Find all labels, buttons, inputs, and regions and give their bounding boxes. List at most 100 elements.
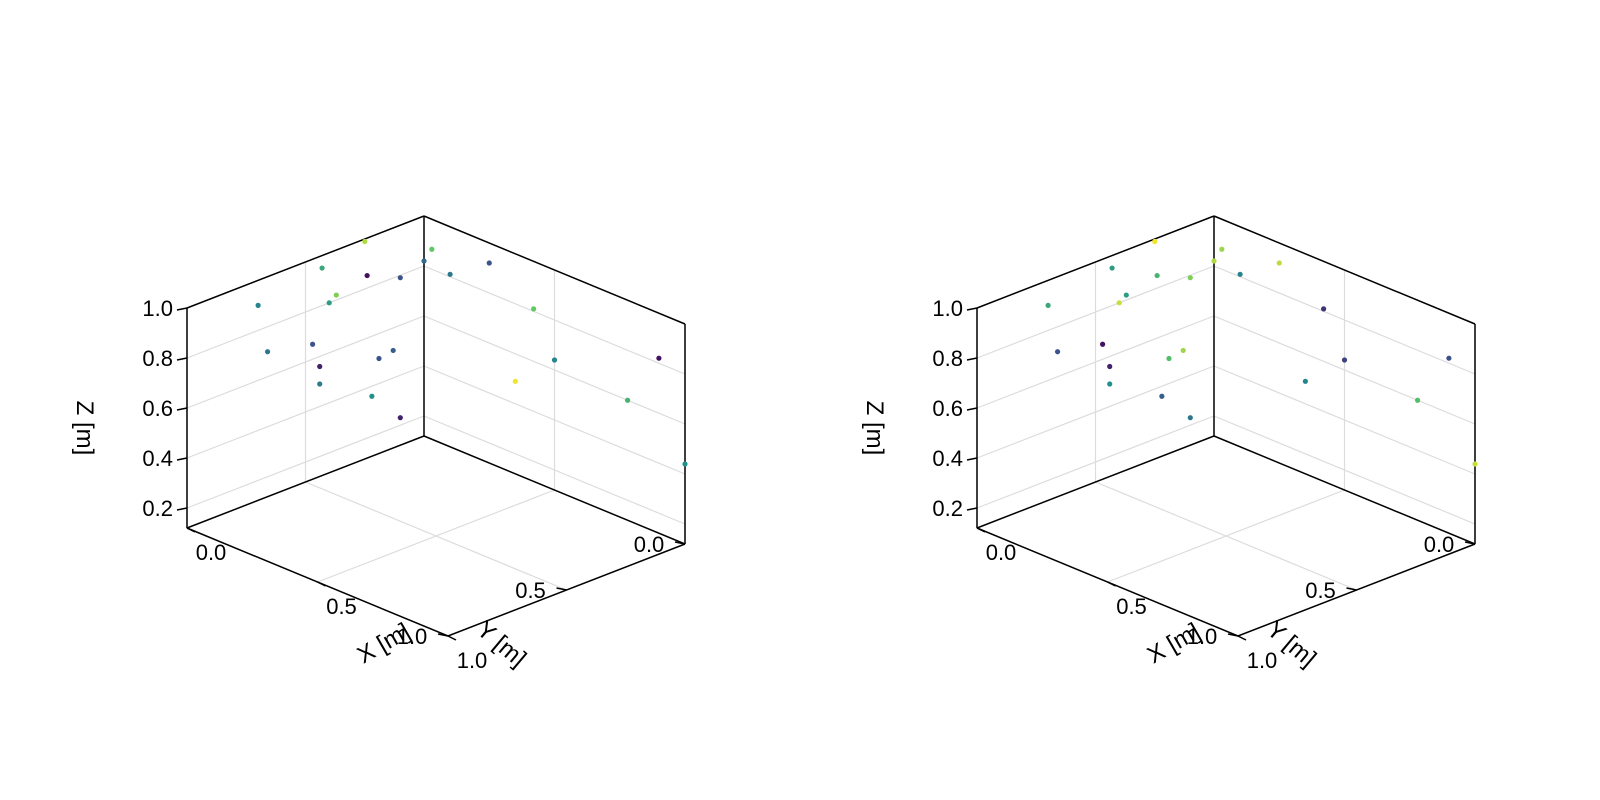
- y-tick-mark: [1346, 587, 1357, 591]
- y-tick-mark: [556, 587, 567, 591]
- scatter-point: [1166, 355, 1172, 362]
- scatter-point: [1187, 415, 1193, 421]
- z-tick-mark: [176, 357, 188, 361]
- y-tick-label: 1.0: [1187, 624, 1218, 649]
- z-tick-mark: [966, 507, 978, 511]
- scatter-point: [1045, 302, 1051, 308]
- z-tick-label: 0.2: [932, 496, 963, 521]
- x-axis-title: X [m]: [1143, 618, 1205, 669]
- grid-line: [305, 481, 567, 591]
- y-tick-label: 1.0: [397, 624, 428, 649]
- z-tick-label: 1.0: [932, 296, 963, 321]
- scatter-point: [376, 355, 382, 362]
- z-tick-label: 0.6: [142, 396, 173, 421]
- spine: [186, 435, 425, 529]
- scatter-point: [1341, 357, 1348, 363]
- scatter-point: [1237, 271, 1243, 277]
- y-tick-label: 0.5: [1305, 578, 1336, 603]
- scatter-point: [429, 246, 435, 252]
- x-tick-label: 0.5: [1116, 594, 1147, 619]
- scatter-point: [486, 260, 492, 266]
- y-tick-mark: [674, 541, 686, 545]
- spine: [976, 435, 1215, 529]
- x-tick-label: 0.0: [196, 540, 227, 565]
- scatter-point: [421, 258, 427, 264]
- grid-line: [1095, 481, 1357, 591]
- spine: [186, 215, 425, 309]
- scatter-point: [447, 271, 453, 277]
- z-tick-label: 0.4: [142, 446, 173, 471]
- scatter-point: [1054, 349, 1061, 355]
- z-tick-label: 0.6: [932, 396, 963, 421]
- scatter-point: [264, 349, 271, 355]
- z-tick-label: 1.0: [142, 296, 173, 321]
- scatter-point: [1109, 265, 1115, 271]
- x-axis-title: X [m]: [353, 618, 415, 669]
- scatter-point: [397, 275, 403, 281]
- scatter-point: [656, 355, 662, 361]
- scatter-point: [1154, 272, 1160, 279]
- scatter-point: [390, 347, 396, 354]
- z-tick-mark: [176, 307, 188, 311]
- scatter-point: [1211, 258, 1217, 264]
- y-tick-label: 0.0: [634, 532, 665, 557]
- z-tick-mark: [176, 407, 188, 411]
- scatter-point: [362, 238, 368, 245]
- scatter-point: [1107, 381, 1113, 387]
- spine: [976, 215, 1215, 309]
- spine: [1213, 215, 1476, 325]
- z-tick-mark: [966, 457, 978, 461]
- scatter-point: [369, 393, 375, 399]
- scatter-point: [1321, 306, 1327, 312]
- scatter-point: [1100, 341, 1106, 347]
- scatter-point: [1446, 355, 1452, 361]
- z-axis-title: Z [m]: [71, 401, 98, 456]
- x-tick-mark: [447, 635, 457, 641]
- scatter-point: [1152, 238, 1158, 245]
- y-tick-label: 0.0: [1424, 532, 1455, 557]
- z-tick-mark: [966, 307, 978, 311]
- x-tick-label: 1.0: [1247, 648, 1278, 673]
- scatter-point: [333, 292, 339, 298]
- scatter-point: [531, 306, 537, 312]
- scatter-point: [1414, 397, 1421, 403]
- z-tick-mark: [966, 407, 978, 411]
- z-tick-mark: [966, 357, 978, 361]
- x-tick-label: 0.5: [326, 594, 357, 619]
- z-tick-label: 0.4: [932, 446, 963, 471]
- scatter-point: [310, 341, 316, 347]
- x-tick-mark: [1107, 581, 1116, 587]
- scatter3d-panel-right: 0.00.51.00.00.51.00.20.40.60.81.0X [m] Y …: [861, 215, 1478, 673]
- x-tick-mark: [976, 527, 986, 533]
- x-tick-label: 0.0: [986, 540, 1017, 565]
- scatter-point: [1276, 260, 1282, 266]
- scatter-point: [1123, 292, 1129, 298]
- spine: [423, 215, 686, 325]
- scatter-point: [397, 415, 403, 421]
- scatter-point: [1219, 246, 1225, 252]
- scatter-point: [317, 381, 323, 387]
- z-tick-label: 0.8: [142, 346, 173, 371]
- x-tick-mark: [1237, 635, 1247, 641]
- scatter3d-panel-left: 0.00.51.00.00.51.00.20.40.60.81.0X [m] Y …: [71, 215, 688, 673]
- scatter-point: [551, 357, 558, 363]
- scatter-point: [1116, 300, 1122, 306]
- scatter-point: [326, 300, 332, 306]
- scatter-point: [319, 265, 325, 271]
- x-tick-label: 1.0: [457, 648, 488, 673]
- y-tick-mark: [1227, 633, 1239, 637]
- y-tick-label: 0.5: [515, 578, 546, 603]
- scatter-point: [255, 302, 261, 308]
- scatter-point: [364, 272, 370, 279]
- scatter-point: [1159, 393, 1165, 399]
- scatter-point: [1472, 461, 1478, 467]
- scatter-point: [1302, 378, 1308, 384]
- spine: [1213, 435, 1476, 545]
- z-tick-label: 0.2: [142, 496, 173, 521]
- spine: [423, 435, 686, 545]
- scatter-point: [682, 461, 688, 467]
- y-tick-mark: [437, 633, 449, 637]
- scatter-point: [317, 363, 323, 370]
- scatter-point: [1187, 275, 1193, 281]
